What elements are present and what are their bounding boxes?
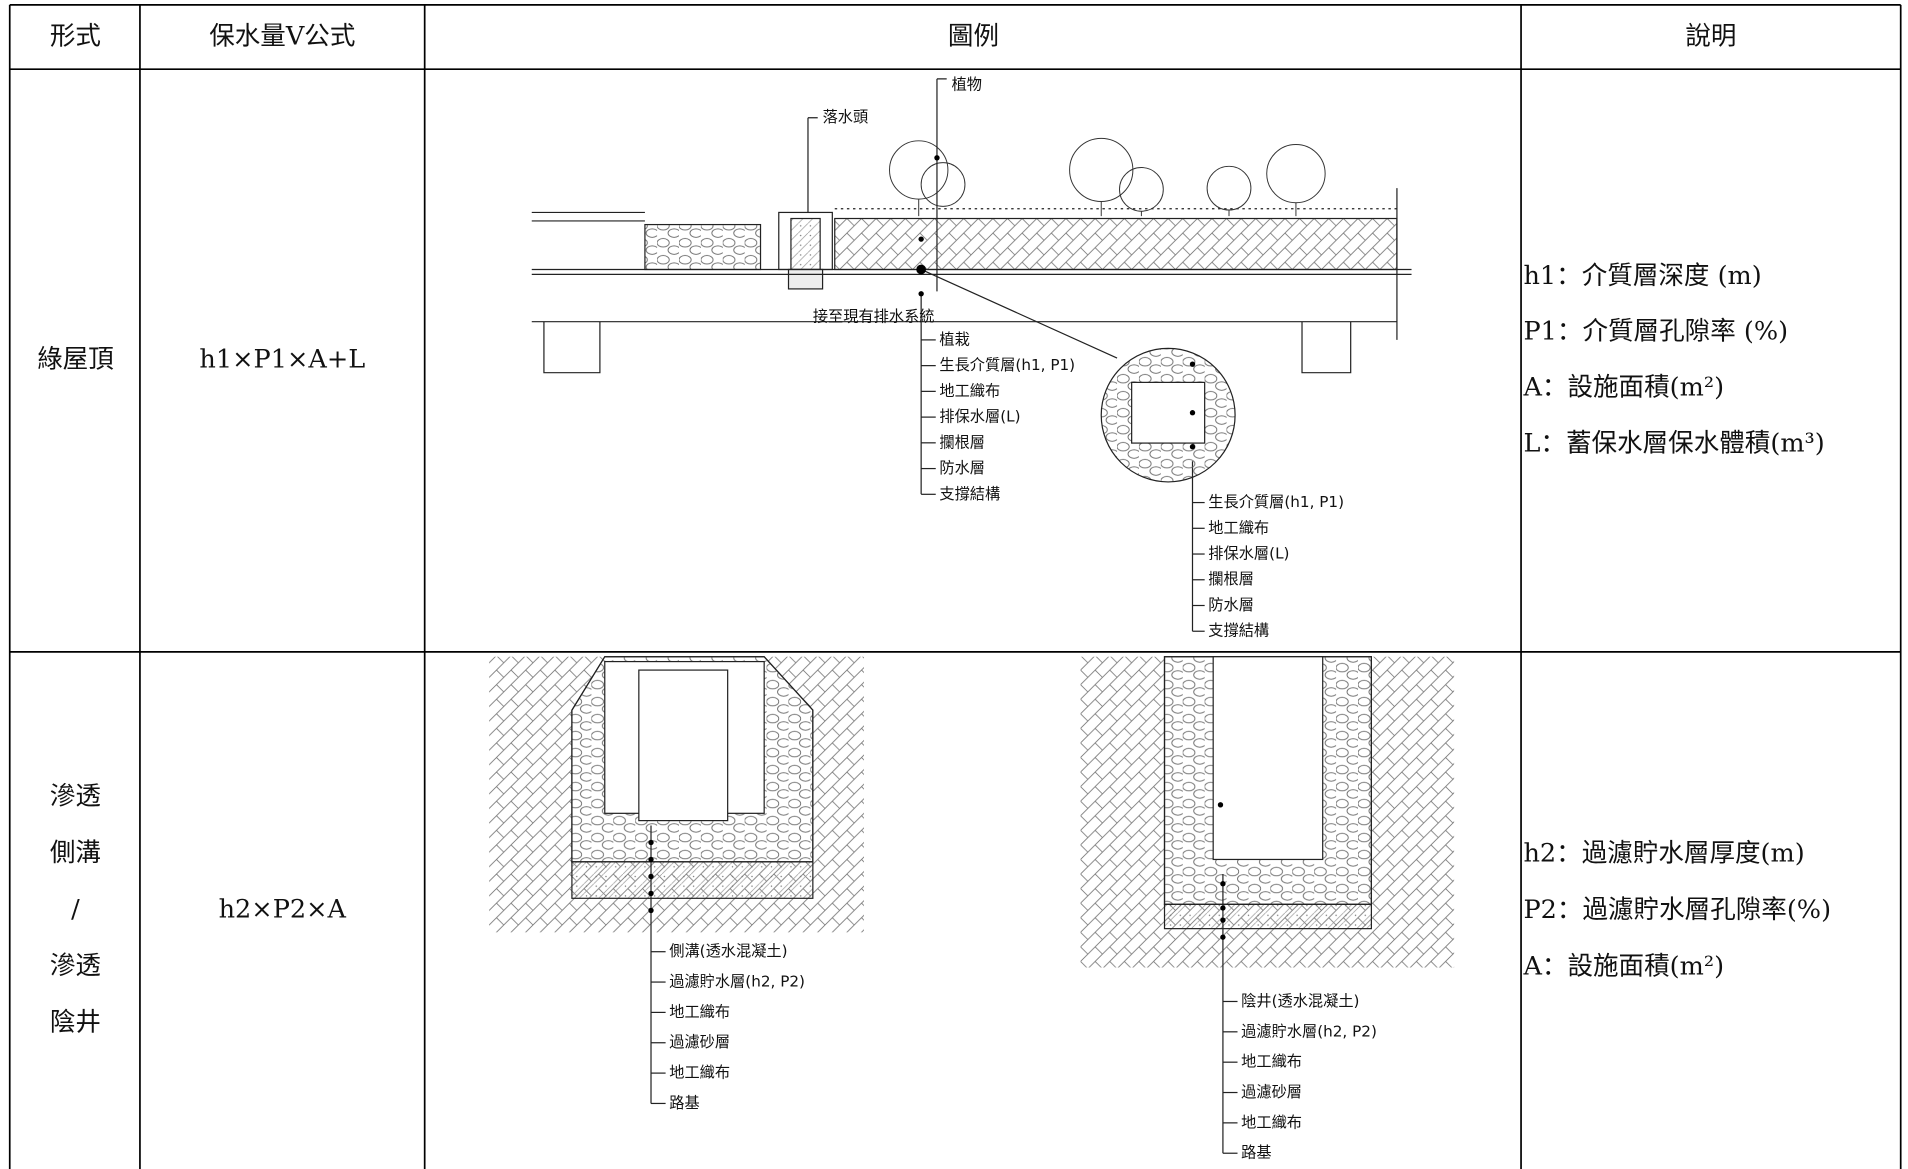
- drawing-path: [918, 199, 1297, 217]
- callout-label: 落水頭: [823, 108, 869, 126]
- callout-label: 植物: [952, 75, 982, 93]
- drawing-rect: [790, 217, 821, 271]
- side-ditch-diagram: [489, 656, 864, 1104]
- marker-dot: [648, 839, 654, 846]
- marker-dot: [1220, 881, 1226, 887]
- marker-dot: [1189, 444, 1196, 450]
- marker-dot: [648, 856, 654, 863]
- layer-label: 地工織布: [1241, 1113, 1302, 1131]
- drawing-circle: [916, 264, 927, 275]
- layer-label: 過濾砂層: [1241, 1083, 1302, 1101]
- layer-label: 過濾貯水層(h2, P2): [669, 973, 805, 991]
- layer-label: 路基: [669, 1094, 699, 1112]
- column-header: 說明: [1685, 22, 1736, 52]
- facility-type: 陰井: [50, 1007, 101, 1037]
- facility-type: /: [71, 894, 80, 924]
- note: A：設施面積(m²): [1522, 372, 1724, 402]
- drawing-rect: [571, 861, 814, 899]
- layer-label: 生長介質層(h1, P1): [1208, 493, 1344, 511]
- formula: h2×P2×A: [219, 894, 347, 924]
- manhole-diagram: [1080, 656, 1455, 1154]
- drawing-rect: [644, 223, 762, 271]
- drawing-circle: [920, 162, 966, 207]
- note: P2：過濾貯水層孔隙率(%): [1523, 895, 1831, 925]
- layer-label: 地工織布: [669, 1003, 730, 1021]
- drawing-path: [807, 78, 1194, 632]
- layer-label: 路基: [1241, 1144, 1271, 1162]
- note: h2：過濾貯水層厚度(m): [1523, 839, 1804, 869]
- layer-label: 排保水層(L): [939, 408, 1020, 426]
- green-roof-diagram: [531, 78, 1412, 632]
- marker-dot: [1189, 410, 1196, 416]
- drawing-circle: [1266, 143, 1326, 204]
- marker-dot: [1217, 802, 1224, 808]
- drawing-circle: [889, 140, 949, 200]
- note: A：設施面積(m²): [1522, 952, 1724, 982]
- layer-label: 排保水層(L): [1208, 545, 1289, 563]
- marker-dot: [1220, 934, 1226, 940]
- layer-label: 地工織布: [669, 1064, 730, 1082]
- layer-label: 攔根層: [939, 433, 985, 451]
- facility-type: 滲透: [50, 782, 101, 812]
- layer-label: 地工織布: [1241, 1053, 1302, 1071]
- drawing-path: [531, 188, 1398, 374]
- layer-label: 地工織布: [939, 382, 1000, 400]
- marker-dot: [648, 890, 654, 897]
- drawing-rect: [1163, 903, 1372, 930]
- marker-dot: [934, 155, 940, 161]
- callout-label: 接至現有排水系統: [813, 307, 935, 325]
- layer-label: 攔根層: [1208, 570, 1254, 588]
- column-header: 形式: [50, 22, 101, 52]
- drawing-circle: [1206, 165, 1252, 211]
- layer-label: 地工織布: [1208, 519, 1269, 537]
- drawing-g: [889, 137, 1326, 217]
- facility-type: 側溝: [50, 838, 101, 868]
- marker-dot: [918, 236, 924, 242]
- layer-label: 支撐結構: [939, 485, 1000, 503]
- formula: h1×P1×A+L: [199, 345, 365, 375]
- note: L：蓄保水層保水體積(m³): [1523, 428, 1824, 458]
- marker-dot: [1220, 917, 1226, 923]
- layer-label: 側溝(透水混凝土): [669, 942, 787, 960]
- layer-label: 防水層: [939, 459, 985, 477]
- note: P1：介質層孔隙率 (%): [1523, 317, 1788, 347]
- column-header: 保水量V公式: [209, 22, 355, 52]
- layer-label: 過濾砂層: [669, 1033, 730, 1051]
- note: h1：介質層深度 (m): [1523, 261, 1761, 291]
- layer-label: 防水層: [1208, 596, 1254, 614]
- drawing-circle: [1069, 137, 1134, 202]
- drawing-rect: [1212, 656, 1324, 861]
- facility-type: 滲透: [50, 951, 101, 981]
- marker-dot: [648, 873, 654, 880]
- marker-dot: [648, 907, 654, 914]
- drawing-rect: [638, 669, 729, 822]
- marker-dot: [1189, 361, 1196, 367]
- layer-label: 過濾貯水層(h2, P2): [1241, 1022, 1377, 1040]
- table-grid: [8, 4, 1902, 1169]
- layer-label: 支撐結構: [1208, 622, 1269, 640]
- layer-label: 陰井(透水混凝土): [1241, 992, 1359, 1010]
- marker-dot: [1220, 905, 1226, 911]
- marker-dot: [918, 291, 924, 297]
- drawing-rect: [834, 217, 1398, 271]
- layer-label: 生長介質層(h1, P1): [939, 356, 1075, 374]
- facility-type: 綠屋頂: [37, 345, 114, 375]
- layer-label: 植栽: [939, 330, 969, 348]
- column-header: 圖例: [948, 22, 999, 52]
- drawing-rect: [787, 268, 824, 290]
